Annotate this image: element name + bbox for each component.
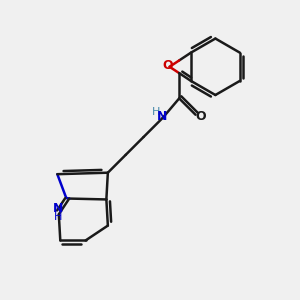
Text: O: O	[162, 59, 173, 72]
Text: O: O	[196, 110, 206, 123]
Text: H: H	[152, 107, 160, 117]
Text: H: H	[54, 212, 62, 222]
Text: N: N	[53, 202, 63, 215]
Text: N: N	[157, 110, 167, 123]
